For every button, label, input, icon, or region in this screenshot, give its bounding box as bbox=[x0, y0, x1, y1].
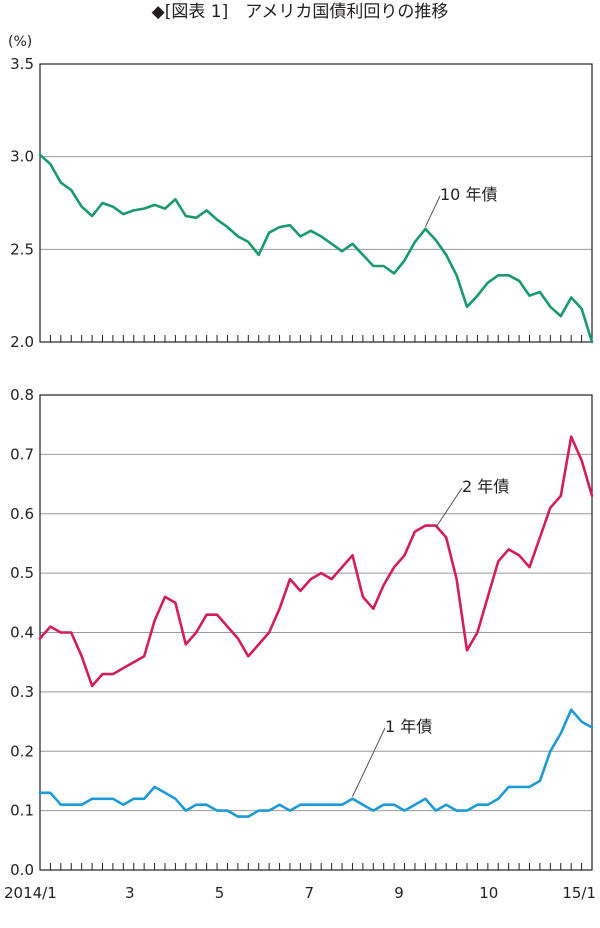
x-tick-label: 10 bbox=[479, 884, 498, 902]
leader-line-2y bbox=[435, 487, 463, 528]
x-axis-labels: 2014/1 3 5 7 9 10 15/1 bbox=[4, 884, 596, 902]
panel-10y: 2.0 2.5 3.0 3.5 bbox=[10, 55, 594, 351]
series-label-1y: 1 年債 bbox=[385, 717, 432, 736]
y-tick-label: 0.2 bbox=[10, 742, 34, 760]
x-tick-label: 2014/1 bbox=[4, 884, 57, 902]
series-line-bottom-0 bbox=[38, 435, 594, 688]
y-tick-label: 2.5 bbox=[10, 240, 34, 258]
y-tick-label: 0.6 bbox=[10, 505, 34, 523]
y-tick-label: 3.5 bbox=[10, 55, 34, 73]
leader-line-1y bbox=[352, 727, 386, 797]
series-label-2y: 2 年債 bbox=[462, 477, 509, 496]
series-label-10y: 10 年債 bbox=[440, 185, 497, 204]
y-tick-label: 0.1 bbox=[10, 802, 34, 820]
y-tick-label: 0.8 bbox=[10, 386, 34, 404]
series-line-bottom-1 bbox=[38, 708, 594, 818]
x-tick-label: 7 bbox=[304, 884, 314, 902]
y-tick-label: 0.3 bbox=[10, 683, 34, 701]
y-tick-label: 0.7 bbox=[10, 445, 34, 463]
series-line-top-0 bbox=[38, 153, 594, 344]
y-tick-label: 0.0 bbox=[10, 861, 34, 879]
x-tick-label: 9 bbox=[394, 884, 404, 902]
y-tick-label: 0.4 bbox=[10, 624, 34, 642]
plot-frame bbox=[39, 63, 593, 343]
panel-short-term: 0.0 0.1 0.2 0.3 0.4 0.5 0.6 0.7 0.8 bbox=[10, 386, 594, 879]
chart-title: ◆[図表 1] アメリカ国債利回りの推移 bbox=[152, 2, 449, 22]
x-tick-label: 5 bbox=[215, 884, 225, 902]
y-tick-label: 3.0 bbox=[10, 148, 34, 166]
x-tick-label: 15/1 bbox=[562, 884, 596, 902]
leader-line-10y bbox=[424, 195, 441, 228]
y-tick-label: 0.5 bbox=[10, 564, 34, 582]
plot-frame bbox=[39, 394, 593, 871]
y-tick-label: 2.0 bbox=[10, 333, 34, 351]
x-tick-label: 3 bbox=[125, 884, 135, 902]
unit-label: (%) bbox=[8, 34, 32, 50]
